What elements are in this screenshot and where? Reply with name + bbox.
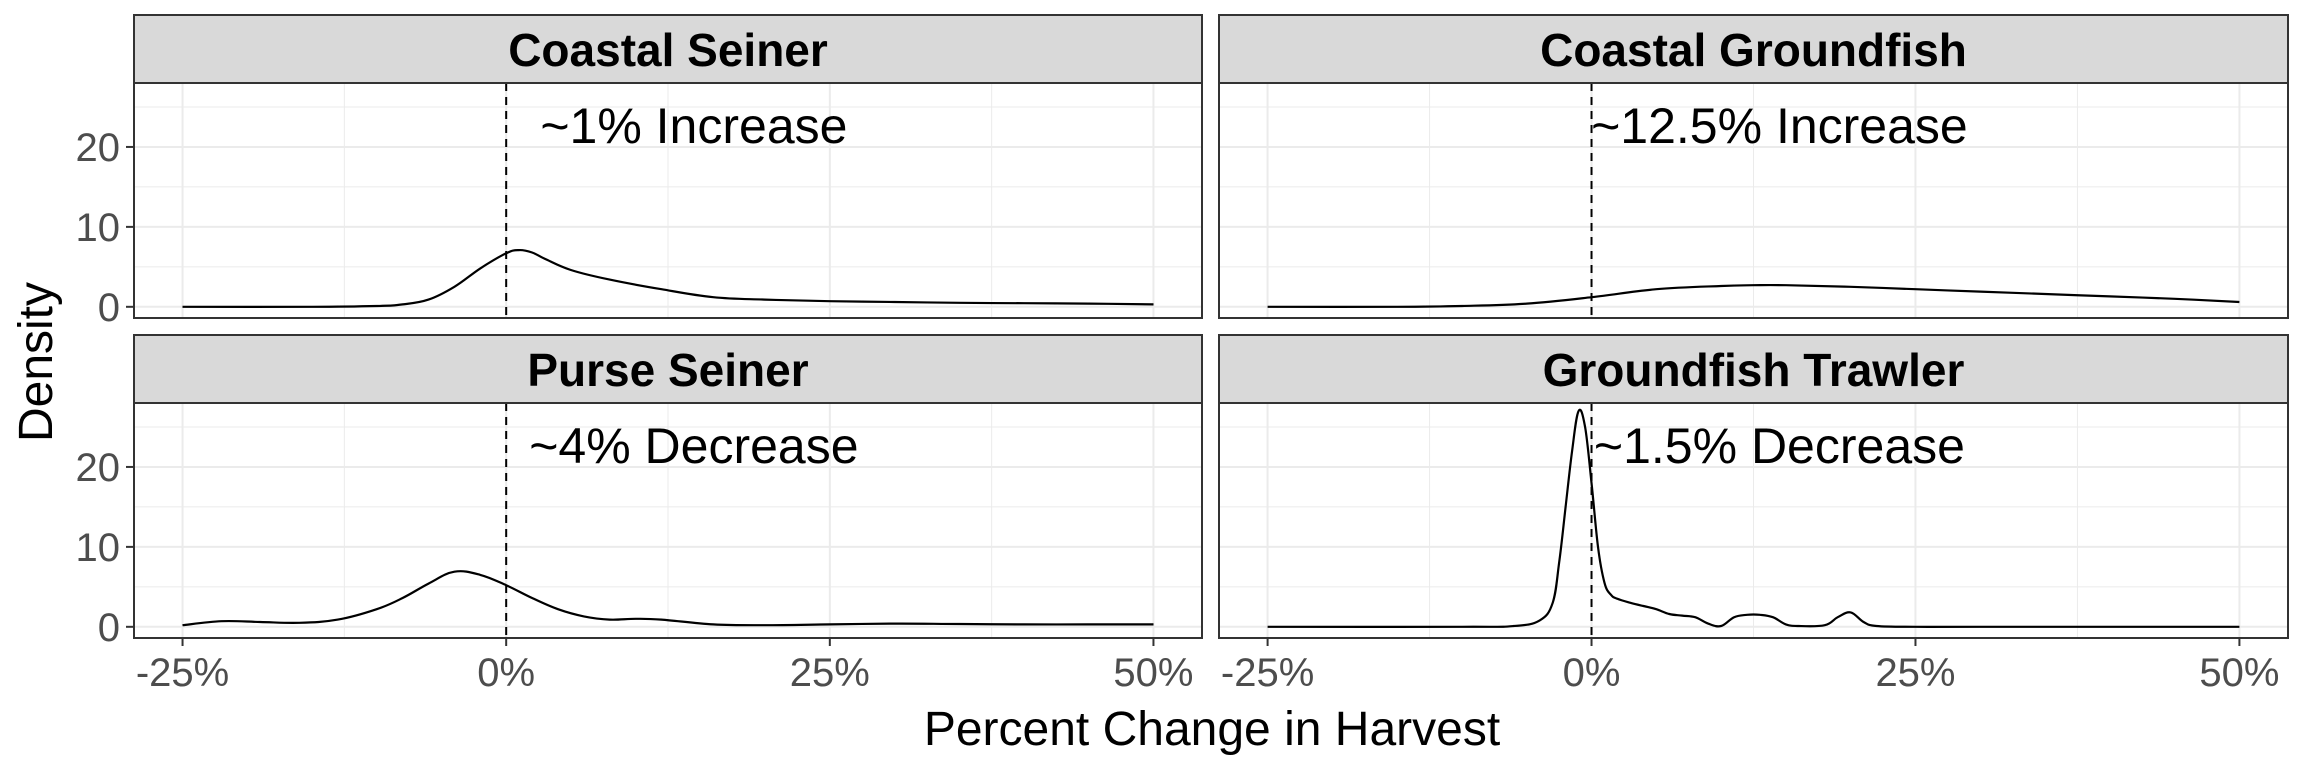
x-tick-label: 25% [790,651,870,695]
facet-strip-title: Groundfish Trawler [1543,344,1965,396]
y-tick-label: 10 [76,206,121,250]
density-curve [1267,408,2240,628]
density-curve [1267,283,2240,308]
panel-2: ~12.5% Increase Coastal Groundfish [1218,14,2289,319]
panel-annotation: ~1.5% Decrease [1594,418,1965,474]
x-tick-label: 50% [1113,651,1193,695]
facet-strip [1218,334,2289,404]
panel-annotation: ~12.5% Increase [1591,98,1968,154]
facet-strip-title: Coastal Seiner [508,24,828,76]
y-tick-label: 0 [98,606,120,650]
x-tick-label: 0% [1563,651,1621,695]
density-curve [182,570,1154,627]
y-tick-label: 20 [76,446,121,490]
panel-4: ~1.5% Decrease Groundfish Trawler [1218,334,2289,639]
panel-1: ~1% Increase Coastal Seiner [133,14,1203,319]
facet-strip [133,334,1203,404]
x-axis-title: Percent Change in Harvest [924,703,1500,756]
facet-strip [1218,14,2289,84]
y-tick-label: 0 [98,286,120,330]
facet-strip [133,14,1203,84]
x-tick-label: 25% [1875,651,1955,695]
y-tick-label: 20 [76,126,121,170]
y-axis-title: Density [10,282,63,442]
panel-3: ~4% Decrease Purse Seiner [133,334,1203,639]
x-tick-label: 50% [2199,651,2279,695]
density-curve [182,248,1154,308]
panel-annotation: ~1% Increase [540,98,847,154]
x-tick-label: -25% [136,651,229,695]
x-tick-label: 0% [477,651,535,695]
panel-annotation: ~4% Decrease [529,418,858,474]
x-tick-label: -25% [1221,651,1314,695]
y-tick-label: 10 [76,526,121,570]
facet-strip-title: Purse Seiner [527,344,808,396]
panels-layer: ~1% Increase Coastal Seiner ~12.5% Increas… [133,14,2289,639]
facet-strip-title: Coastal Groundfish [1540,24,1967,76]
axes-layer: 0 10 20 0 10 20 -25% 0% 25% 50% -25% 0% 25% 50% [76,126,2280,695]
